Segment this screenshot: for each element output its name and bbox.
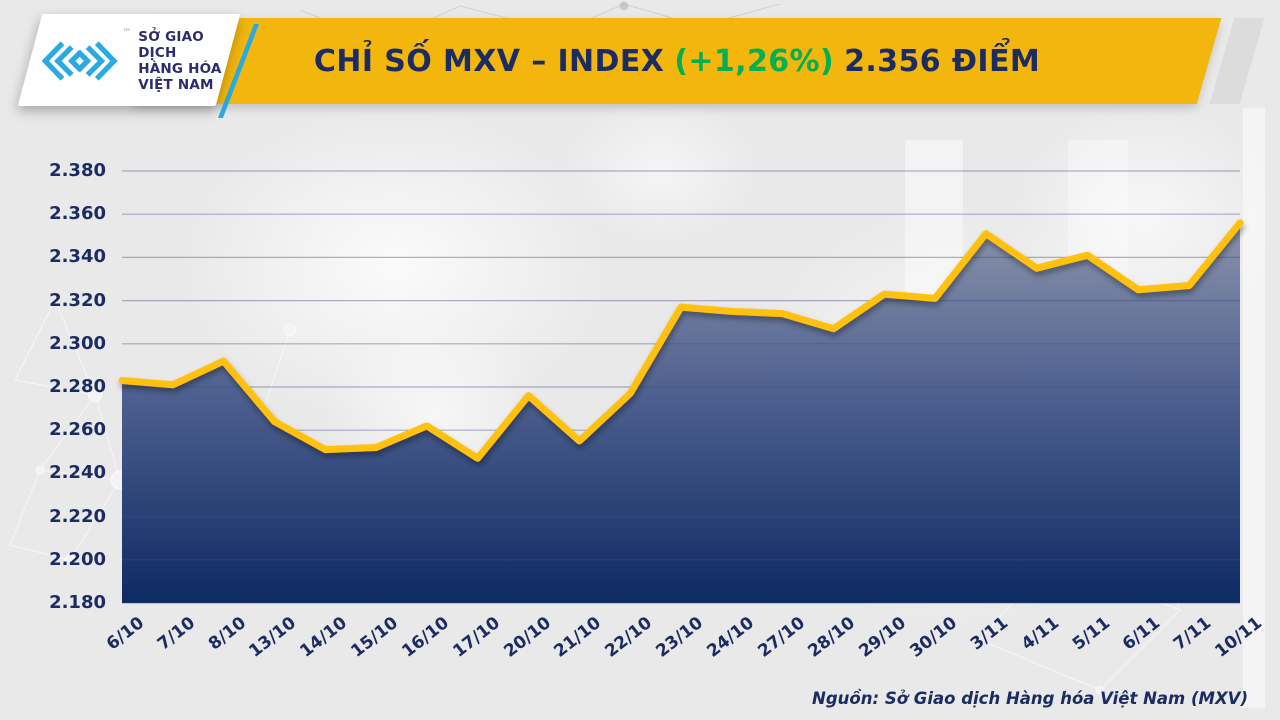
x-axis-label: 21/10: [550, 613, 606, 662]
x-axis-label: 7/10: [154, 613, 200, 655]
y-axis-label: 2.240: [49, 462, 106, 483]
source-note: Nguồn: Sở Giao dịch Hàng hóa Việt Nam (M…: [812, 689, 1248, 708]
mxv-logo: ™ SỞ GIAO DỊCH HÀNG HÓA VIỆT NAM: [36, 22, 232, 100]
y-axis-label: 2.220: [49, 506, 106, 527]
x-axis-label: 5/11: [1069, 613, 1115, 655]
background-stripe: [905, 140, 963, 345]
x-axis-label: 14/10: [296, 613, 352, 662]
y-axis-label: 2.280: [49, 376, 106, 397]
area-series: [122, 222, 1240, 604]
y-axis-label: 2.360: [49, 203, 106, 224]
y-axis-label: 2.340: [49, 246, 106, 267]
x-axis-label: 29/10: [855, 613, 911, 662]
logo-text-line3: VIỆT NAM: [138, 77, 214, 93]
x-axis-label: 6/10: [103, 613, 149, 655]
logo-text-line2: HÀNG HÓA: [138, 61, 222, 77]
chart-title-value: 2.356 ĐIỂM: [844, 43, 1041, 79]
x-axis-label: 4/11: [1018, 613, 1064, 655]
y-axis-label: 2.260: [49, 419, 106, 440]
world-map-watermark: [180, 105, 610, 425]
mxv-logo-icon: [41, 41, 118, 81]
y-axis-label: 2.180: [49, 592, 106, 613]
y-axis-label: 2.320: [49, 290, 106, 311]
banner-end-decoration: [1209, 18, 1265, 104]
x-axis-label: 22/10: [601, 613, 657, 662]
x-axis-label: 28/10: [804, 613, 860, 662]
background-stripe: [1068, 140, 1128, 305]
x-axis-label: 15/10: [347, 613, 403, 662]
logo-text-line1: SỞ GIAO DỊCH: [138, 29, 204, 61]
x-axis-label: 20/10: [500, 613, 556, 662]
y-axis-label: 2.380: [49, 160, 106, 181]
y-axis-label: 2.200: [49, 549, 106, 570]
x-axis-label: 10/11: [1211, 613, 1267, 662]
index-line: [118, 219, 1244, 462]
chart-title-change: (+1,26%): [674, 43, 835, 79]
x-axis-label: 3/11: [967, 613, 1013, 655]
x-axis-label: 13/10: [245, 613, 301, 662]
chart-title-main: CHỈ SỐ MXV – INDEX: [313, 43, 665, 79]
x-axis-label: 24/10: [703, 613, 759, 662]
world-map-watermark: [560, 95, 760, 245]
x-axis-label: 23/10: [652, 613, 708, 662]
world-map-watermark: [740, 200, 1170, 630]
x-axis-label: 7/11: [1170, 613, 1216, 655]
x-axis-label: 6/11: [1119, 613, 1165, 655]
trademark-symbol: ™: [122, 28, 132, 38]
chart-title: CHỈ SỐ MXV – INDEX (+1,26%) 2.356 ĐIỂM: [145, 18, 1209, 104]
x-axis-label: 16/10: [398, 613, 454, 662]
world-map-watermark: [320, 320, 550, 510]
x-axis-label: 17/10: [449, 613, 505, 662]
logo-text: SỞ GIAO DỊCH HÀNG HÓA VIỆT NAM: [138, 29, 232, 93]
x-axis-label: 30/10: [906, 613, 962, 662]
world-map-watermark: [1010, 100, 1280, 340]
x-axis-label: 8/10: [205, 613, 251, 655]
x-axis-label: 27/10: [754, 613, 810, 662]
y-axis-label: 2.300: [49, 333, 106, 354]
